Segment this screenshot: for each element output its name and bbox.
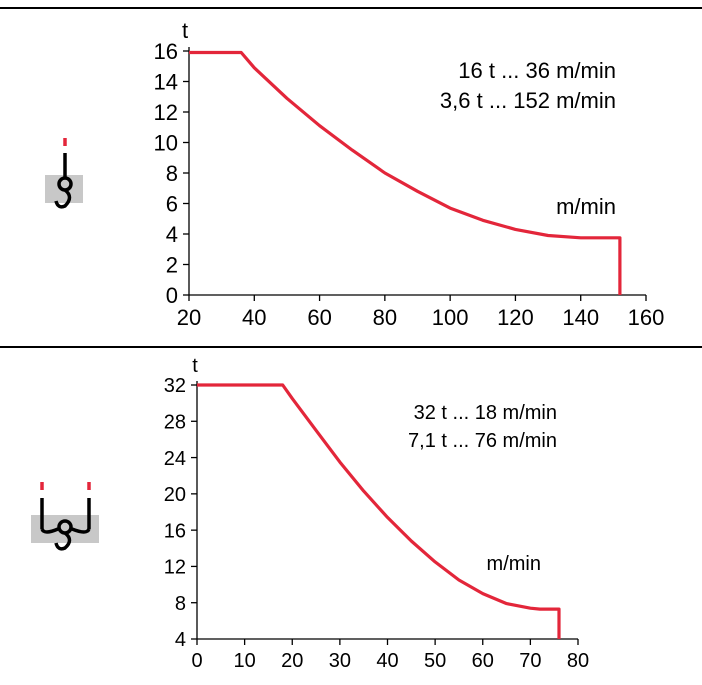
- y-tick-label: 6: [166, 191, 178, 216]
- y-tick-label: 24: [164, 448, 186, 470]
- y-tick-label: 8: [166, 161, 178, 186]
- x-tick-label: 50: [424, 650, 446, 672]
- series-label: m/min: [487, 553, 541, 575]
- double-hook-icon: [31, 482, 99, 551]
- x-tick-label: 40: [376, 650, 398, 672]
- y-tick-label: 2: [166, 252, 178, 277]
- x-tick-label: 140: [562, 305, 599, 330]
- x-tick-label: 80: [567, 650, 589, 672]
- load-speed-chart-single-hook: 0 2 4 6 8 10 12 14 16 20 40 60 80 100 120 140 160 t 16 t .…: [45, 18, 665, 330]
- y-tick-label: 12: [154, 100, 178, 125]
- load-speed-curve: [189, 50, 622, 295]
- y-tick-label: 0: [166, 283, 178, 308]
- hook-curve: [54, 531, 72, 551]
- top-rule: [0, 7, 702, 9]
- x-tick-label: 70: [519, 650, 541, 672]
- chart-panel-single-hook: 0 2 4 6 8 10 12 14 16 20 40 60 80 100 120 140 160 t 16 t .…: [45, 18, 665, 330]
- x-tick-label: 160: [628, 305, 665, 330]
- y-tick-label: 32: [164, 375, 186, 397]
- hook-curve: [54, 188, 72, 209]
- x-tick-label: 0: [191, 650, 202, 672]
- rating-annotation: 32 t ... 18 m/min: [414, 402, 557, 424]
- series-label: m/min: [556, 194, 616, 219]
- x-tick-label: 60: [472, 650, 494, 672]
- rating-annotation: 16 t ... 36 m/min: [458, 58, 616, 83]
- y-tick-label: 28: [164, 411, 186, 433]
- rating-annotation: 7,1 t ... 76 m/min: [408, 430, 557, 452]
- y-tick-label: 8: [175, 593, 186, 615]
- y-tick-label: 20: [164, 484, 186, 506]
- x-tick-label: 20: [177, 305, 201, 330]
- x-tick-label: 120: [497, 305, 534, 330]
- x-tick-label: 80: [373, 305, 397, 330]
- x-tick-label: 20: [281, 650, 303, 672]
- y-tick-label: 10: [154, 130, 178, 155]
- hook-sheave-right: [71, 527, 91, 534]
- x-tick-label: 30: [329, 650, 351, 672]
- y-tick-label: 14: [154, 69, 178, 94]
- y-axis-label: t: [192, 355, 198, 377]
- y-tick-label: 12: [164, 557, 186, 579]
- y-tick-label: 4: [175, 629, 186, 651]
- y-tick-label: 16: [154, 39, 178, 64]
- single-hook-icon: [45, 138, 83, 209]
- rating-annotation: 3,6 t ... 152 m/min: [440, 88, 616, 113]
- load-speed-curve: [197, 383, 561, 639]
- hook-sheave-left: [40, 527, 59, 534]
- y-tick-label: 4: [166, 222, 178, 247]
- x-tick-label: 10: [234, 650, 256, 672]
- middle-rule: [0, 346, 702, 348]
- x-tick-label: 40: [242, 305, 266, 330]
- x-tick-label: 60: [307, 305, 331, 330]
- y-tick-label: 16: [164, 520, 186, 542]
- y-axis-label: t: [182, 18, 188, 43]
- x-tick-label: 100: [432, 305, 469, 330]
